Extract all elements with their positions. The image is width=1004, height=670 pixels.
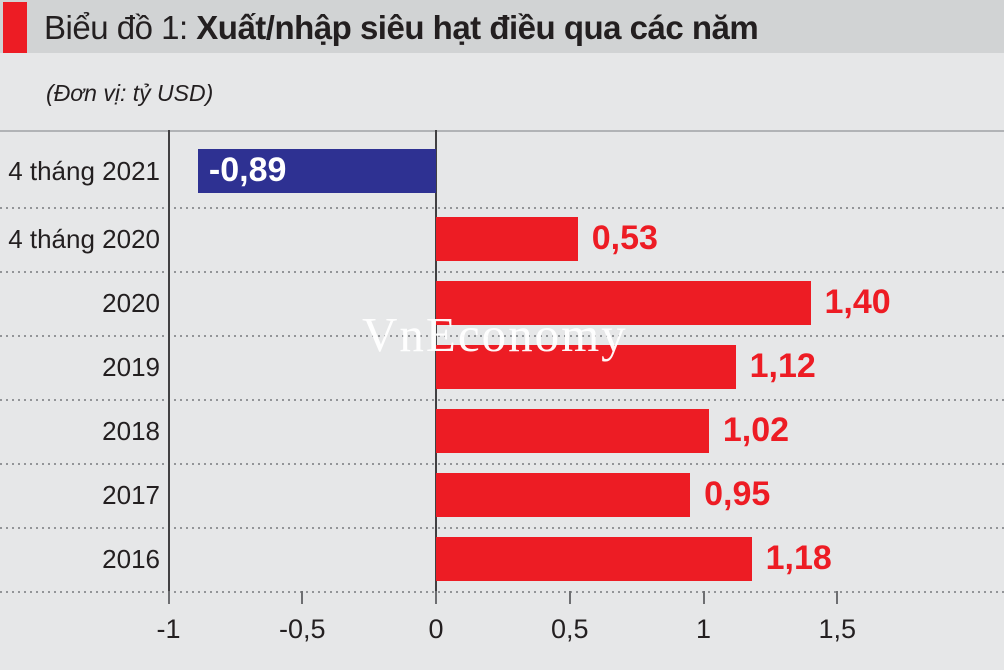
title-accent-bar	[3, 2, 27, 53]
row-separator	[0, 527, 1004, 529]
value-label: 0,95	[704, 475, 771, 513]
title-prefix: Biểu đồ 1:	[44, 9, 197, 46]
axis-line-minus-one	[167, 130, 170, 591]
x-tick-label: 0	[428, 614, 444, 644]
x-tick-label: -0,5	[278, 614, 326, 644]
x-tick-label: 1,5	[818, 614, 857, 644]
category-label: 2020	[102, 288, 160, 318]
row-separator	[0, 271, 1004, 273]
value-label: 1,18	[765, 539, 832, 577]
x-tick-label: -1	[156, 614, 181, 644]
page-title: Biểu đồ 1: Xuất/nhập siêu hạt điều qua c…	[44, 0, 759, 53]
value-label: 1,02	[722, 411, 790, 449]
row-separator	[0, 335, 1004, 337]
category-label: 2018	[102, 416, 160, 446]
bar-positive	[436, 409, 709, 453]
bar-positive	[436, 217, 578, 261]
x-tick-mark	[568, 591, 571, 604]
category-label: 4 tháng 2021	[8, 156, 160, 186]
x-tick-mark	[301, 591, 304, 604]
category-label: 2019	[102, 352, 160, 382]
axis-baseline	[0, 591, 1004, 593]
category-label: 2017	[102, 480, 160, 510]
x-tick-mark	[702, 591, 705, 604]
value-label: -0,89	[208, 151, 287, 189]
bar-positive	[436, 281, 811, 325]
value-label: 1,12	[749, 347, 816, 385]
category-label: 4 tháng 2020	[8, 224, 160, 254]
x-tick-mark	[435, 591, 437, 604]
category-label: 2016	[102, 544, 160, 574]
unit-label: (Đơn vị: tỷ USD)	[46, 80, 214, 106]
row-separator	[0, 463, 1004, 465]
x-tick-label: 1	[695, 614, 712, 644]
x-tick-mark	[167, 591, 170, 604]
row-separator	[0, 399, 1004, 401]
row-separator	[0, 207, 1004, 209]
bar-negative	[197, 149, 436, 193]
watermark: VnEconomy	[362, 307, 628, 362]
value-label: 1,40	[824, 283, 891, 321]
bar-positive	[436, 473, 691, 517]
x-tick-mark	[836, 591, 839, 604]
title-band	[0, 0, 1004, 53]
plot-top-border	[0, 130, 1004, 132]
bar-positive	[436, 345, 736, 389]
title-main: Xuất/nhập siêu hạt điều qua các năm	[196, 9, 759, 46]
x-tick-label: 0,5	[550, 614, 589, 644]
bar-positive	[436, 537, 752, 581]
value-label: 0,53	[591, 219, 658, 257]
